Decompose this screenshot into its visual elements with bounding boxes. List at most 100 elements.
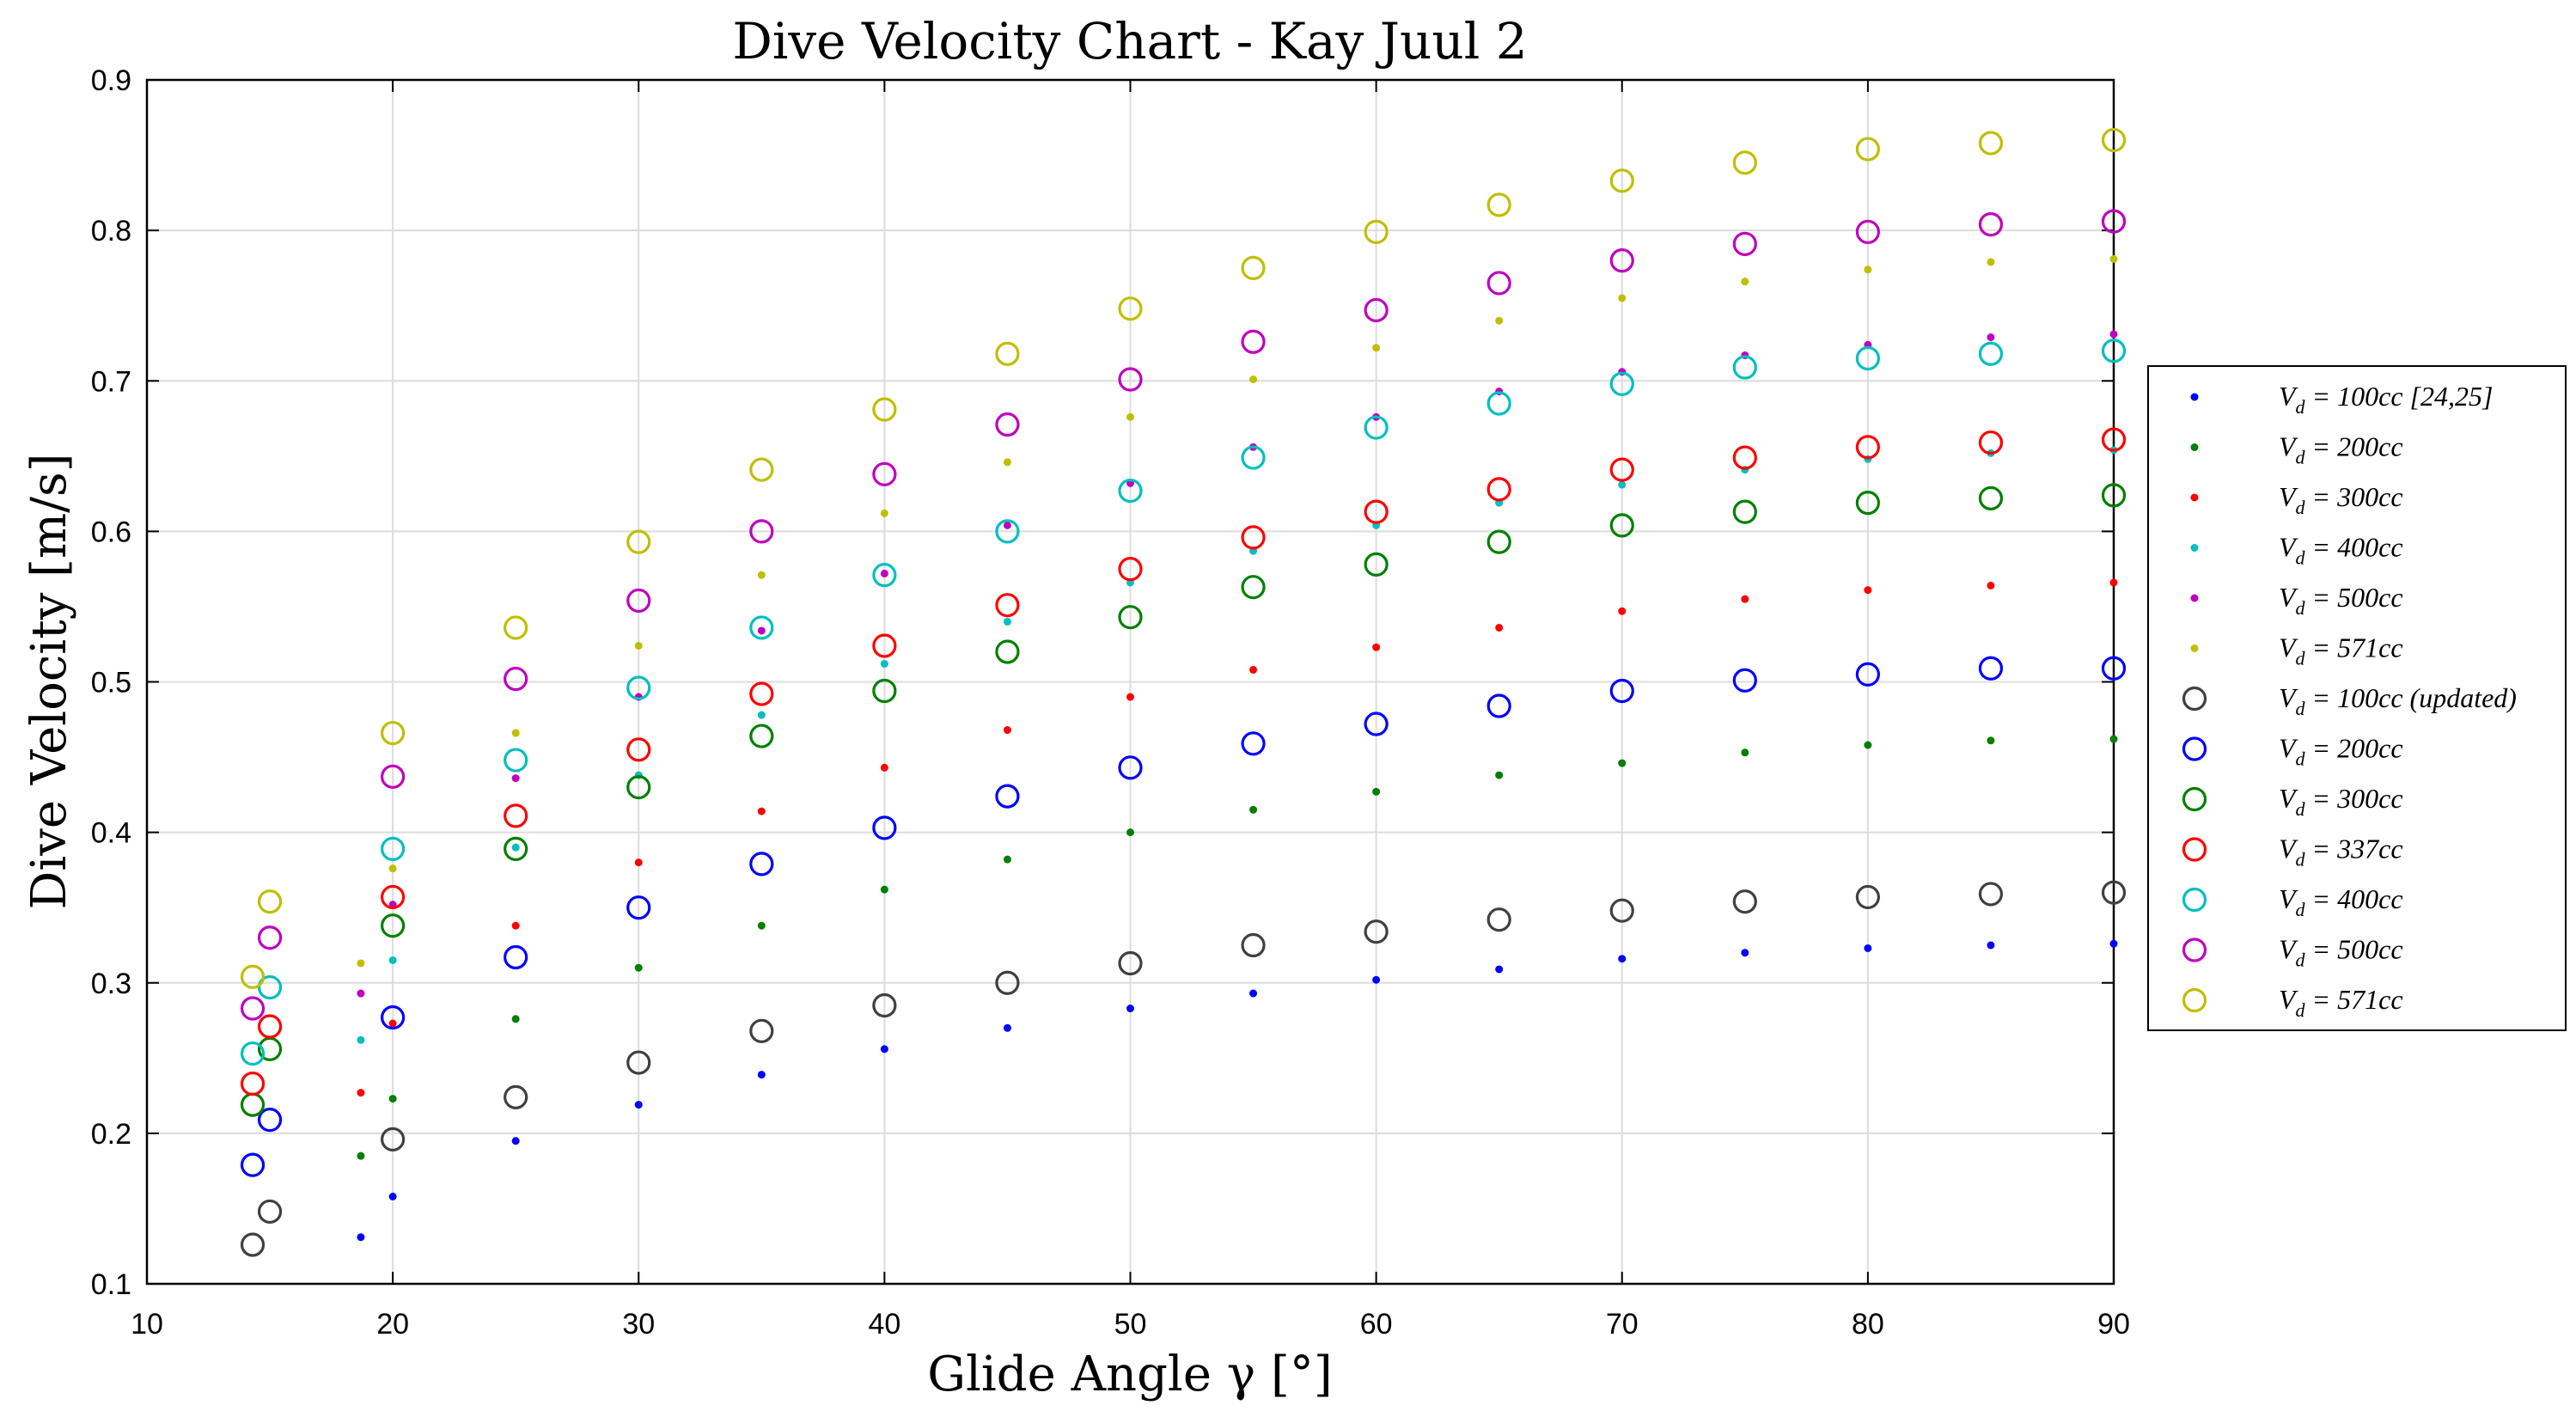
- legend-marker: [2190, 393, 2199, 401]
- data-point: [511, 1015, 520, 1023]
- legend-item: Vd = 200cc: [2190, 431, 2403, 468]
- data-point: [1978, 131, 2004, 156]
- legend-item: Vd = 300cc: [2182, 783, 2403, 820]
- data-point: [1003, 521, 1011, 529]
- series-12: [240, 209, 2127, 1021]
- legend-marker: [2182, 786, 2207, 812]
- legend-item: Vd = 100cc [24,25]: [2190, 381, 2493, 418]
- data-point: [995, 519, 1020, 544]
- data-point: [240, 1232, 266, 1257]
- data-point: [257, 925, 283, 950]
- data-point: [1126, 828, 1134, 837]
- data-point: [872, 993, 897, 1018]
- legend-item: Vd = 400cc: [2182, 883, 2403, 920]
- data-point: [995, 593, 1020, 618]
- data-point: [995, 341, 1020, 366]
- data-point: [749, 681, 774, 706]
- data-point: [1978, 486, 2004, 510]
- data-point: [1364, 499, 1389, 524]
- data-point: [240, 964, 266, 989]
- data-point: [2101, 427, 2127, 452]
- data-point: [1732, 231, 1757, 256]
- data-point: [1987, 736, 1995, 745]
- data-point: [757, 807, 766, 815]
- data-point: [381, 1005, 406, 1030]
- legend-label: Vd = 200cc: [2279, 431, 2403, 468]
- data-point: [1609, 513, 1634, 538]
- data-point: [1864, 741, 1872, 749]
- data-point: [1364, 415, 1389, 440]
- data-point: [1978, 212, 2004, 237]
- data-point: [2109, 330, 2118, 339]
- data-point: [1126, 412, 1134, 421]
- data-point: [381, 836, 406, 861]
- x-tick-label: 70: [1606, 1308, 1639, 1341]
- series-13: [240, 127, 2127, 989]
- data-point: [626, 737, 651, 762]
- data-point: [872, 563, 897, 588]
- data-point: [995, 639, 1020, 664]
- y-axis-label: Dive Velocity [m/s]: [21, 453, 77, 909]
- data-point: [757, 571, 766, 579]
- data-point: [749, 1018, 774, 1043]
- data-point: [880, 1045, 888, 1054]
- legend-marker: [2190, 443, 2199, 451]
- data-point: [749, 724, 774, 748]
- data-point: [381, 913, 406, 938]
- data-point: [749, 457, 774, 482]
- data-point: [1003, 458, 1011, 467]
- data-point: [1241, 255, 1266, 281]
- series-10: [240, 427, 2127, 1096]
- data-point: [1609, 678, 1634, 704]
- data-point: [1372, 344, 1381, 352]
- data-point: [1486, 271, 1511, 296]
- data-point: [504, 748, 528, 773]
- x-tick-label: 60: [1360, 1308, 1393, 1341]
- x-tick-label: 90: [2097, 1308, 2130, 1341]
- legend-marker: [2182, 736, 2207, 761]
- legend-label: Vd = 300cc: [2279, 783, 2403, 820]
- data-point: [626, 774, 651, 800]
- data-point: [1486, 192, 1511, 217]
- y-tick-label: 0.7: [91, 365, 131, 398]
- data-point: [634, 1101, 643, 1109]
- y-tick-label: 0.2: [91, 1118, 131, 1151]
- data-point: [2109, 735, 2118, 743]
- data-point: [381, 720, 406, 746]
- data-point: [1486, 529, 1511, 554]
- data-point: [504, 944, 528, 970]
- legend-item: Vd = 100cc (updated): [2182, 682, 2517, 719]
- data-point: [240, 1152, 266, 1177]
- data-point: [357, 1089, 365, 1097]
- data-point: [511, 729, 520, 737]
- legend-item: Vd = 400cc: [2190, 532, 2403, 569]
- legend-marker: [2182, 686, 2207, 712]
- series-7: [240, 880, 2127, 1257]
- data-point: [357, 989, 365, 998]
- data-point: [626, 895, 651, 920]
- data-point: [257, 1199, 283, 1225]
- y-tick-label: 0.6: [91, 516, 131, 548]
- data-point: [1732, 889, 1757, 914]
- data-point: [880, 763, 888, 772]
- data-point: [626, 588, 651, 614]
- y-tick-label: 0.5: [91, 667, 131, 699]
- data-point: [880, 885, 888, 894]
- x-axis-label: Glide Angle γ [°]: [927, 1347, 1333, 1402]
- data-point: [1241, 525, 1266, 550]
- data-point: [1978, 430, 2004, 455]
- data-point: [634, 858, 643, 867]
- y-tick-label: 0.4: [91, 817, 131, 850]
- data-point: [1864, 586, 1872, 595]
- data-point: [1486, 693, 1511, 718]
- legend-item: Vd = 337cc: [2182, 834, 2403, 870]
- legend-item: Vd = 200cc: [2182, 733, 2403, 770]
- data-point: [1978, 656, 2004, 681]
- data-point: [749, 852, 774, 877]
- data-point: [504, 1084, 528, 1109]
- data-point: [1609, 248, 1634, 273]
- legend-label: Vd = 300cc: [2279, 481, 2403, 518]
- data-point: [240, 996, 266, 1021]
- data-point: [1987, 258, 1995, 266]
